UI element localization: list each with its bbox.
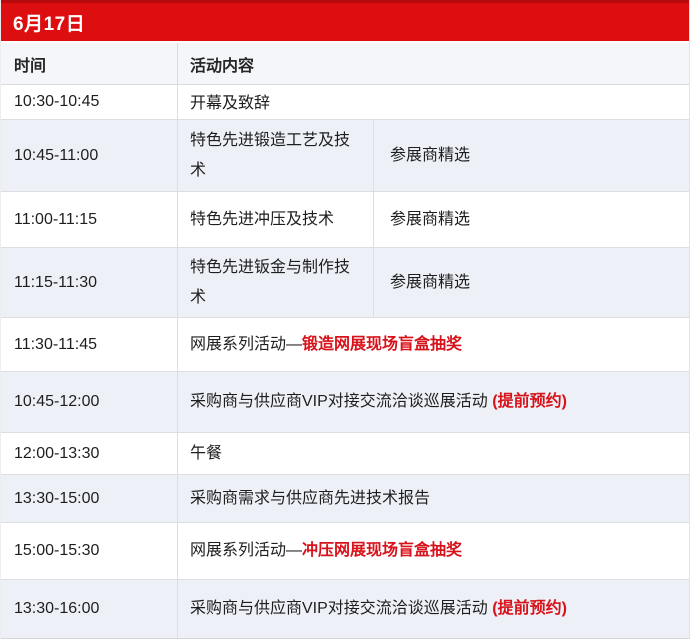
time-cell: 11:00-11:15 [1,192,178,247]
activity-text: 开幕及致辞 [190,95,271,112]
activity-text: 网展系列活动— [190,335,303,353]
date-header: 6月17日 [1,0,689,43]
activity-cell: 特色先进冲压及技术 [178,192,374,247]
activity-highlight: 锻造网展现场盲盒抽奖 [302,335,463,353]
time-cell: 13:30-16:00 [1,580,178,638]
note-cell: 参展商精选 [390,273,471,291]
table-row: 13:30-15:00 采购商需求与供应商先进技术报告 [1,475,689,523]
note-cell: 参展商精选 [390,210,471,228]
activity-text: 网展系列活动— [190,542,303,559]
activity-highlight: (提前预约) [492,393,567,410]
table-row: 15:00-15:30 网展系列活动—冲压网展现场盲盒抽奖 [1,523,689,580]
time-cell: 10:30-10:45 [1,85,178,119]
activity-cell: 特色先进钣金与制作技术 [178,248,374,317]
time-cell: 12:00-13:30 [1,433,178,474]
table-row: 11:30-11:45 网展系列活动—锻造网展现场盲盒抽奖 [1,318,689,372]
time-cell: 15:00-15:30 [1,523,178,579]
activity-highlight: (提前预约) [492,600,567,617]
activity-cell: 开幕及致辞 [178,85,689,119]
table-row: 11:15-11:30 特色先进钣金与制作技术 参展商精选 [1,248,689,318]
time-cell: 11:15-11:30 [1,248,178,317]
activity-cell: 午餐 [178,433,689,474]
activity-cell: 采购商与供应商VIP对接交流洽谈巡展活动 (提前预约) [178,580,689,638]
activity-cell: 采购商需求与供应商先进技术报告 [178,475,689,522]
table-row: 10:45-11:00 特色先进锻造工艺及技术 参展商精选 [1,120,689,192]
table-row: 10:45-12:00 采购商与供应商VIP对接交流洽谈巡展活动 (提前预约) [1,372,689,433]
activity-cell: 网展系列活动—锻造网展现场盲盒抽奖 [178,318,689,371]
time-cell: 10:45-12:00 [1,372,178,432]
table-row: 12:00-13:30 午餐 [1,433,689,475]
activity-highlight: 冲压网展现场盲盒抽奖 [302,542,463,559]
activity-text: 特色先进冲压及技术 [190,210,335,228]
activity-text: 特色先进钣金与制作技术 [190,258,351,306]
table-row: 11:00-11:15 特色先进冲压及技术 参展商精选 [1,192,689,248]
activity-cell: 特色先进锻造工艺及技术 [178,120,374,191]
time-cell: 10:45-11:00 [1,120,178,191]
table-row: 10:30-10:45 开幕及致辞 [1,85,689,120]
activity-text: 采购商与供应商VIP对接交流洽谈巡展活动 [190,393,493,410]
activity-text: 采购商需求与供应商先进技术报告 [190,489,431,507]
activity-cell: 采购商与供应商VIP对接交流洽谈巡展活动 (提前预约) [178,372,689,432]
time-cell: 11:30-11:45 [1,318,178,371]
column-header-time: 时间 [1,43,178,84]
activity-text: 特色先进锻造工艺及技术 [190,131,351,179]
table-row: 13:30-16:00 采购商与供应商VIP对接交流洽谈巡展活动 (提前预约) [1,580,689,639]
activity-text: 采购商与供应商VIP对接交流洽谈巡展活动 [190,600,493,617]
date-header-label: 6月17日 [13,13,86,35]
activity-text: 午餐 [190,444,223,462]
activity-cell: 网展系列活动—冲压网展现场盲盒抽奖 [178,523,689,579]
time-cell: 13:30-15:00 [1,475,178,522]
note-cell: 参展商精选 [390,146,471,164]
column-header-row: 时间 活动内容 [1,43,689,85]
column-header-activity: 活动内容 [190,57,255,75]
